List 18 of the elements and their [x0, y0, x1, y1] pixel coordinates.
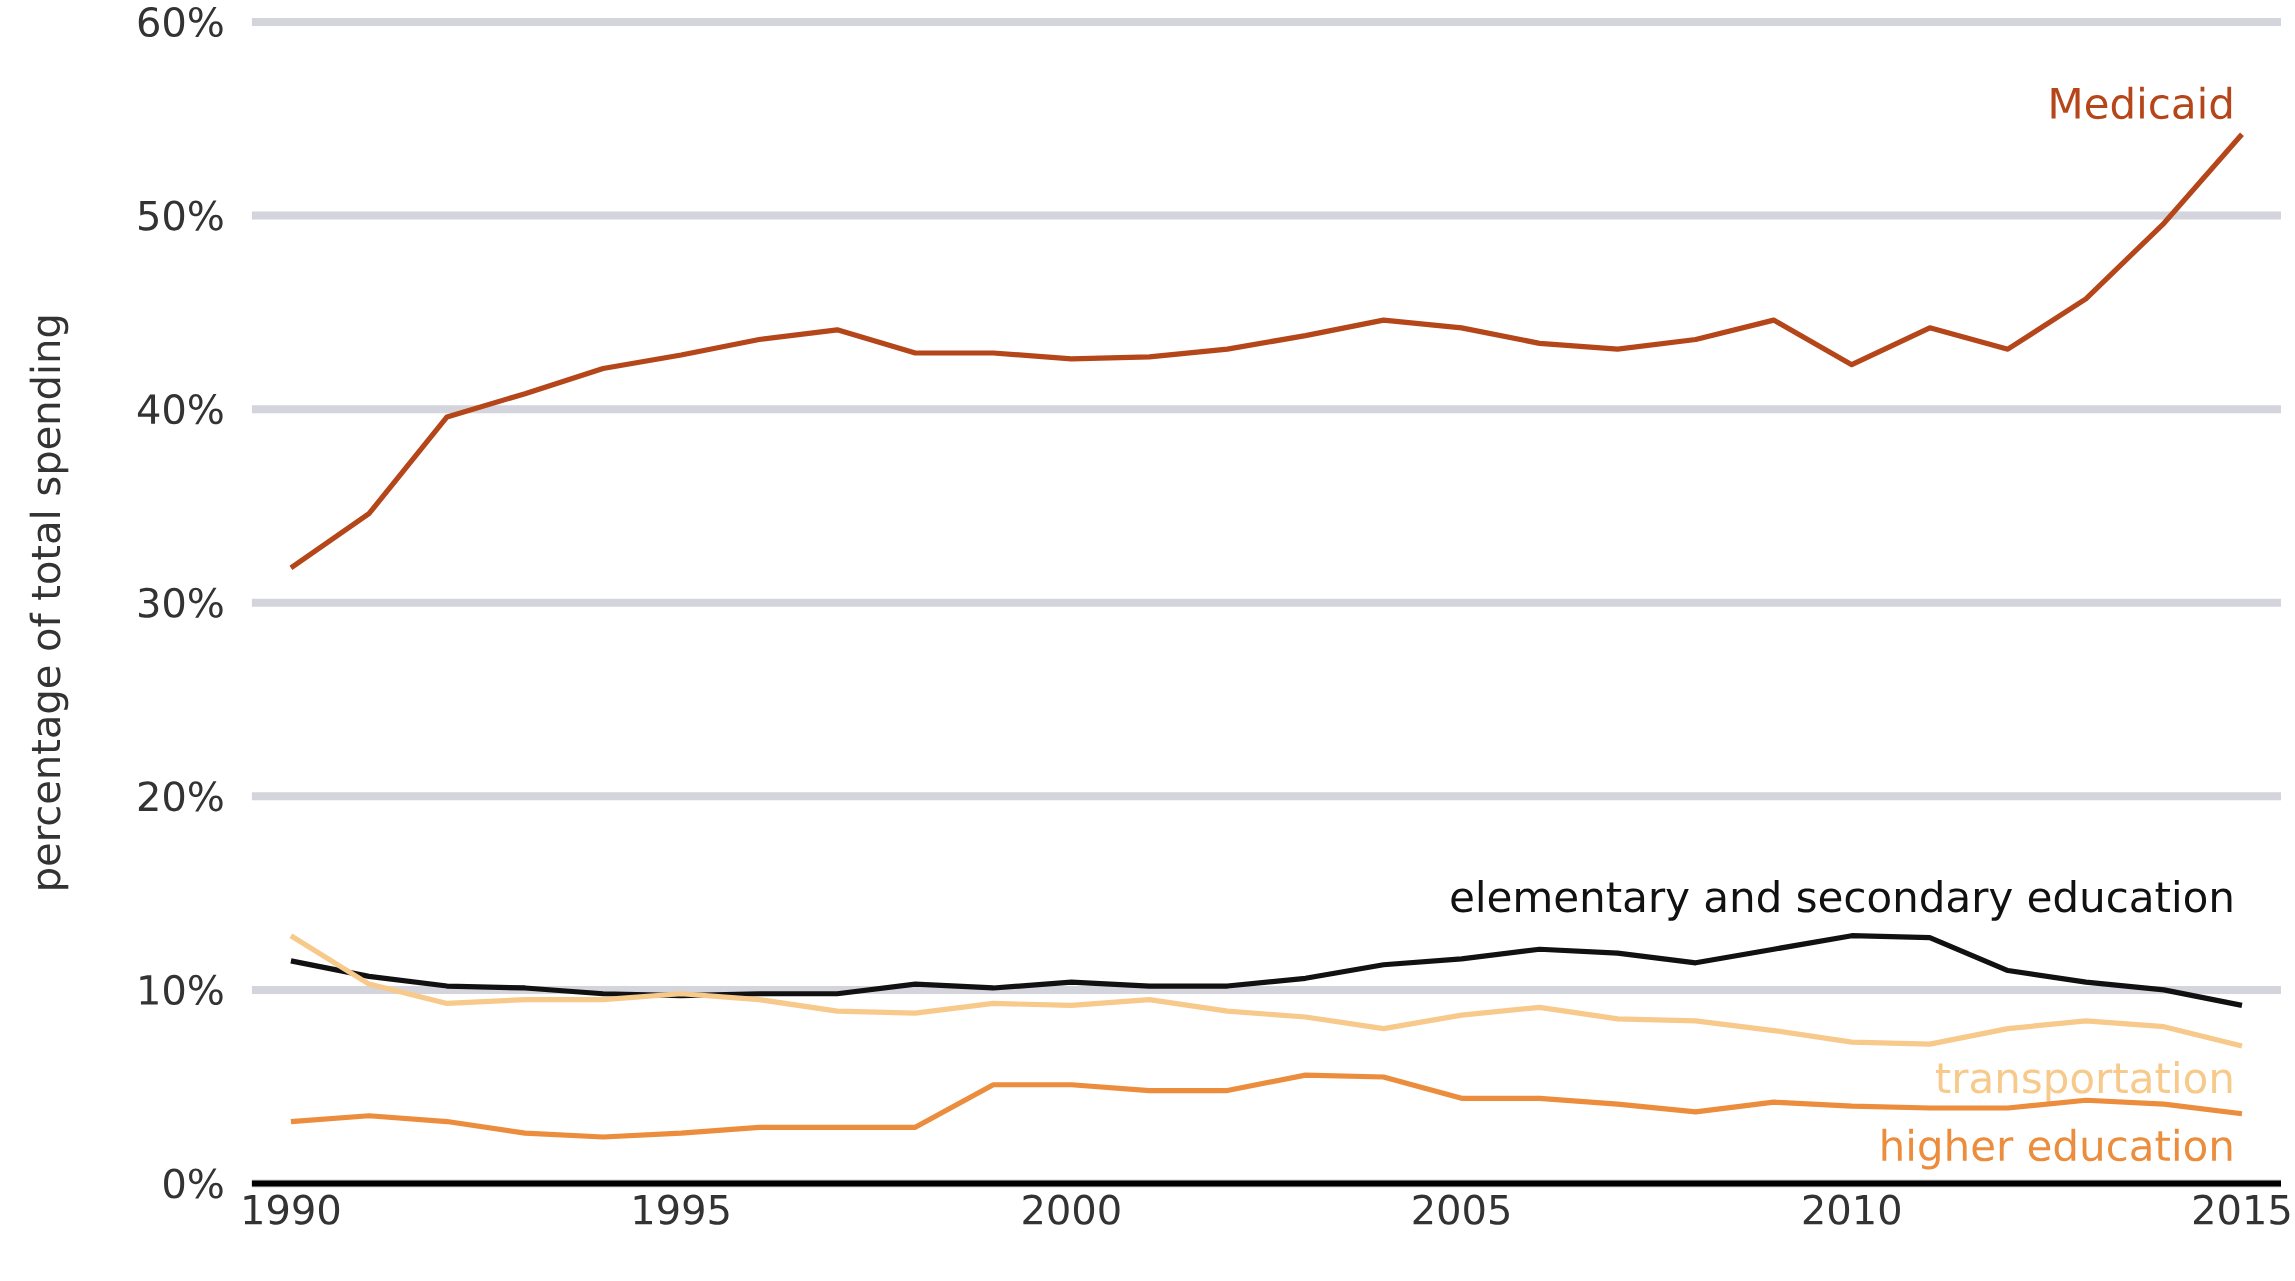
x-tick-label: 2005: [1413, 1194, 1509, 1225]
y-tick-label: 60%: [138, 6, 223, 37]
series-label: higher education: [1882, 1128, 2232, 1170]
series-label: elementary and secondary education: [1451, 879, 2232, 921]
x-tick-label: 2015: [2194, 1194, 2290, 1225]
y-tick-label: 20%: [138, 781, 223, 812]
y-tick-label: 30%: [139, 587, 223, 618]
y-tick-label: 40%: [137, 393, 223, 425]
y-tick-label: 50%: [139, 200, 223, 231]
y-tick-label: 0%: [164, 1168, 223, 1199]
y-tick-label: 10%: [140, 974, 223, 1005]
x-tick-label: 1990: [244, 1194, 340, 1225]
series-label: Medicaid: [2051, 86, 2232, 119]
x-tick-label: 2000: [1023, 1194, 1120, 1225]
x-tick-label: 1995: [634, 1194, 729, 1225]
x-tick-label: 2010: [1803, 1194, 1900, 1225]
series-label: transportation: [1935, 1060, 2232, 1102]
y-axis-title: percentage of total spending: [29, 316, 69, 889]
